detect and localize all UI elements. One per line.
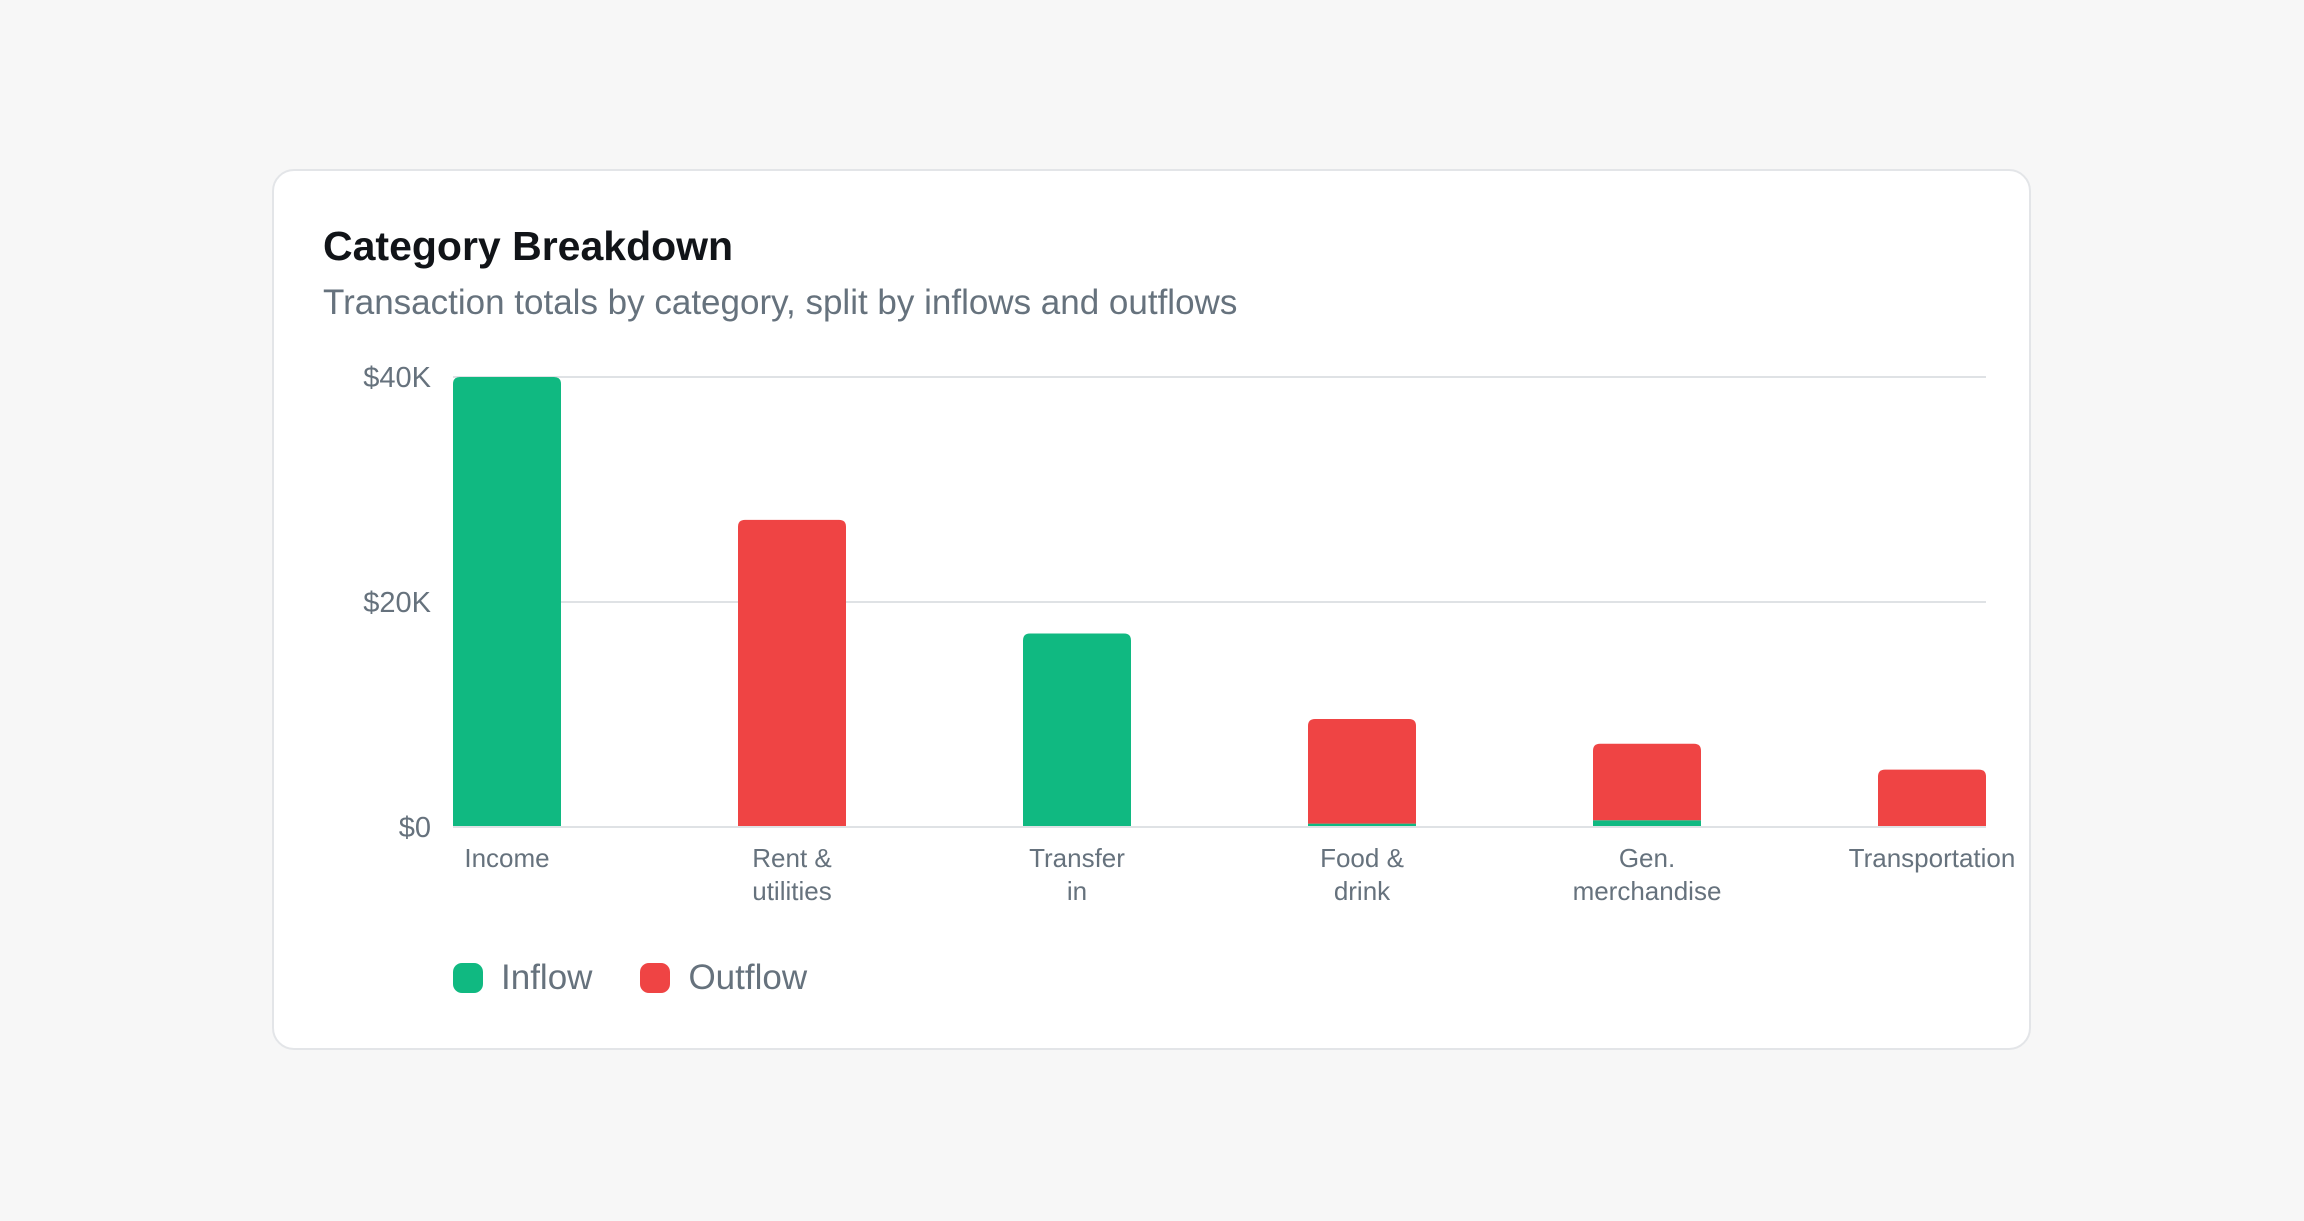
y-tick-label: $0	[399, 812, 431, 844]
x-tick-label: Transportation	[1849, 843, 2016, 873]
bar-inflow-2	[1023, 633, 1131, 827]
x-tick-label: in	[1067, 876, 1087, 906]
legend-label: Outflow	[688, 958, 808, 997]
bar-outflow-1	[738, 519, 846, 827]
legend-item-outflow: Outflow	[640, 958, 807, 998]
bar-inflow-4	[1593, 820, 1701, 827]
bar-inflow-0	[453, 377, 561, 827]
bar-outflow-3	[1308, 719, 1416, 824]
x-tick-label: Gen.	[1619, 843, 1675, 873]
bar-outflow-4	[1593, 743, 1701, 821]
legend-item-inflow: Inflow	[453, 958, 592, 998]
chart-legend: Inflow Outflow	[453, 958, 855, 998]
legend-swatch	[640, 963, 671, 993]
chart-title: Category Breakdown	[323, 223, 734, 269]
category-bar-chart: $0 $20K $40K Income Rent &utilities Transferi…	[363, 362, 2016, 906]
bar-outflow-5	[1878, 769, 1986, 827]
category-breakdown-card: Category Breakdown Transaction totals by…	[272, 169, 2031, 1050]
bar-inflow-3	[1308, 823, 1416, 827]
y-tick-label: $20K	[363, 587, 431, 619]
x-tick-label: Income	[464, 843, 549, 873]
x-tick-label: Rent &	[752, 843, 832, 873]
x-tick-label: drink	[1334, 876, 1391, 906]
legend-swatch	[453, 963, 483, 993]
x-tick-label: Transfer	[1029, 843, 1125, 873]
x-tick-label: Food &	[1320, 843, 1404, 873]
x-tick-label: merchandise	[1573, 876, 1722, 906]
chart-subtitle: Transaction totals by category, split by…	[323, 283, 1238, 322]
legend-label: Inflow	[501, 958, 593, 997]
x-tick-label: utilities	[752, 876, 831, 906]
y-tick-label: $40K	[363, 362, 431, 394]
